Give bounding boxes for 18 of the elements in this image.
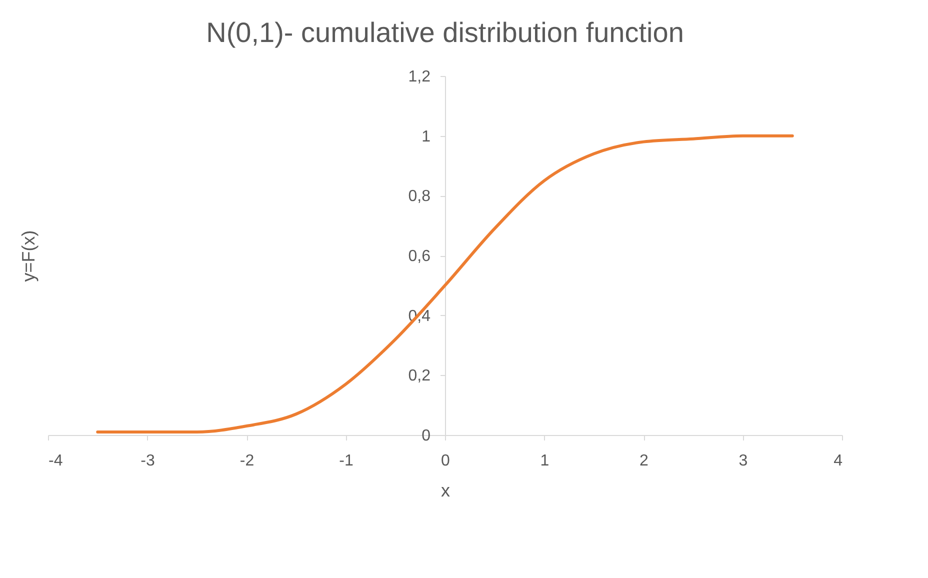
x-tick-label: -3 — [140, 452, 155, 470]
chart-title: N(0,1)- cumulative distribution function — [206, 17, 684, 48]
x-tick-label: 0 — [441, 452, 450, 470]
x-tick-label: -4 — [48, 452, 63, 470]
x-tick-label: 3 — [738, 452, 748, 470]
y-axis-title: y=F(x) — [18, 230, 38, 282]
y-tick-label: 0 — [422, 428, 431, 444]
y-tick-label: 0,8 — [408, 188, 431, 206]
x-tick-label: 4 — [834, 452, 843, 470]
x-tick-label: -1 — [339, 452, 354, 470]
y-tick-label: 1,2 — [408, 68, 431, 86]
y-tick-label: 0,6 — [408, 248, 431, 265]
x-tick-label: 2 — [640, 452, 649, 470]
x-axis-title: x — [441, 480, 450, 500]
y-tick-label: 1 — [422, 128, 431, 146]
x-tick-label: 1 — [540, 452, 550, 470]
y-tick-label: 0,2 — [408, 368, 431, 385]
x-tick-label: -2 — [240, 452, 254, 470]
